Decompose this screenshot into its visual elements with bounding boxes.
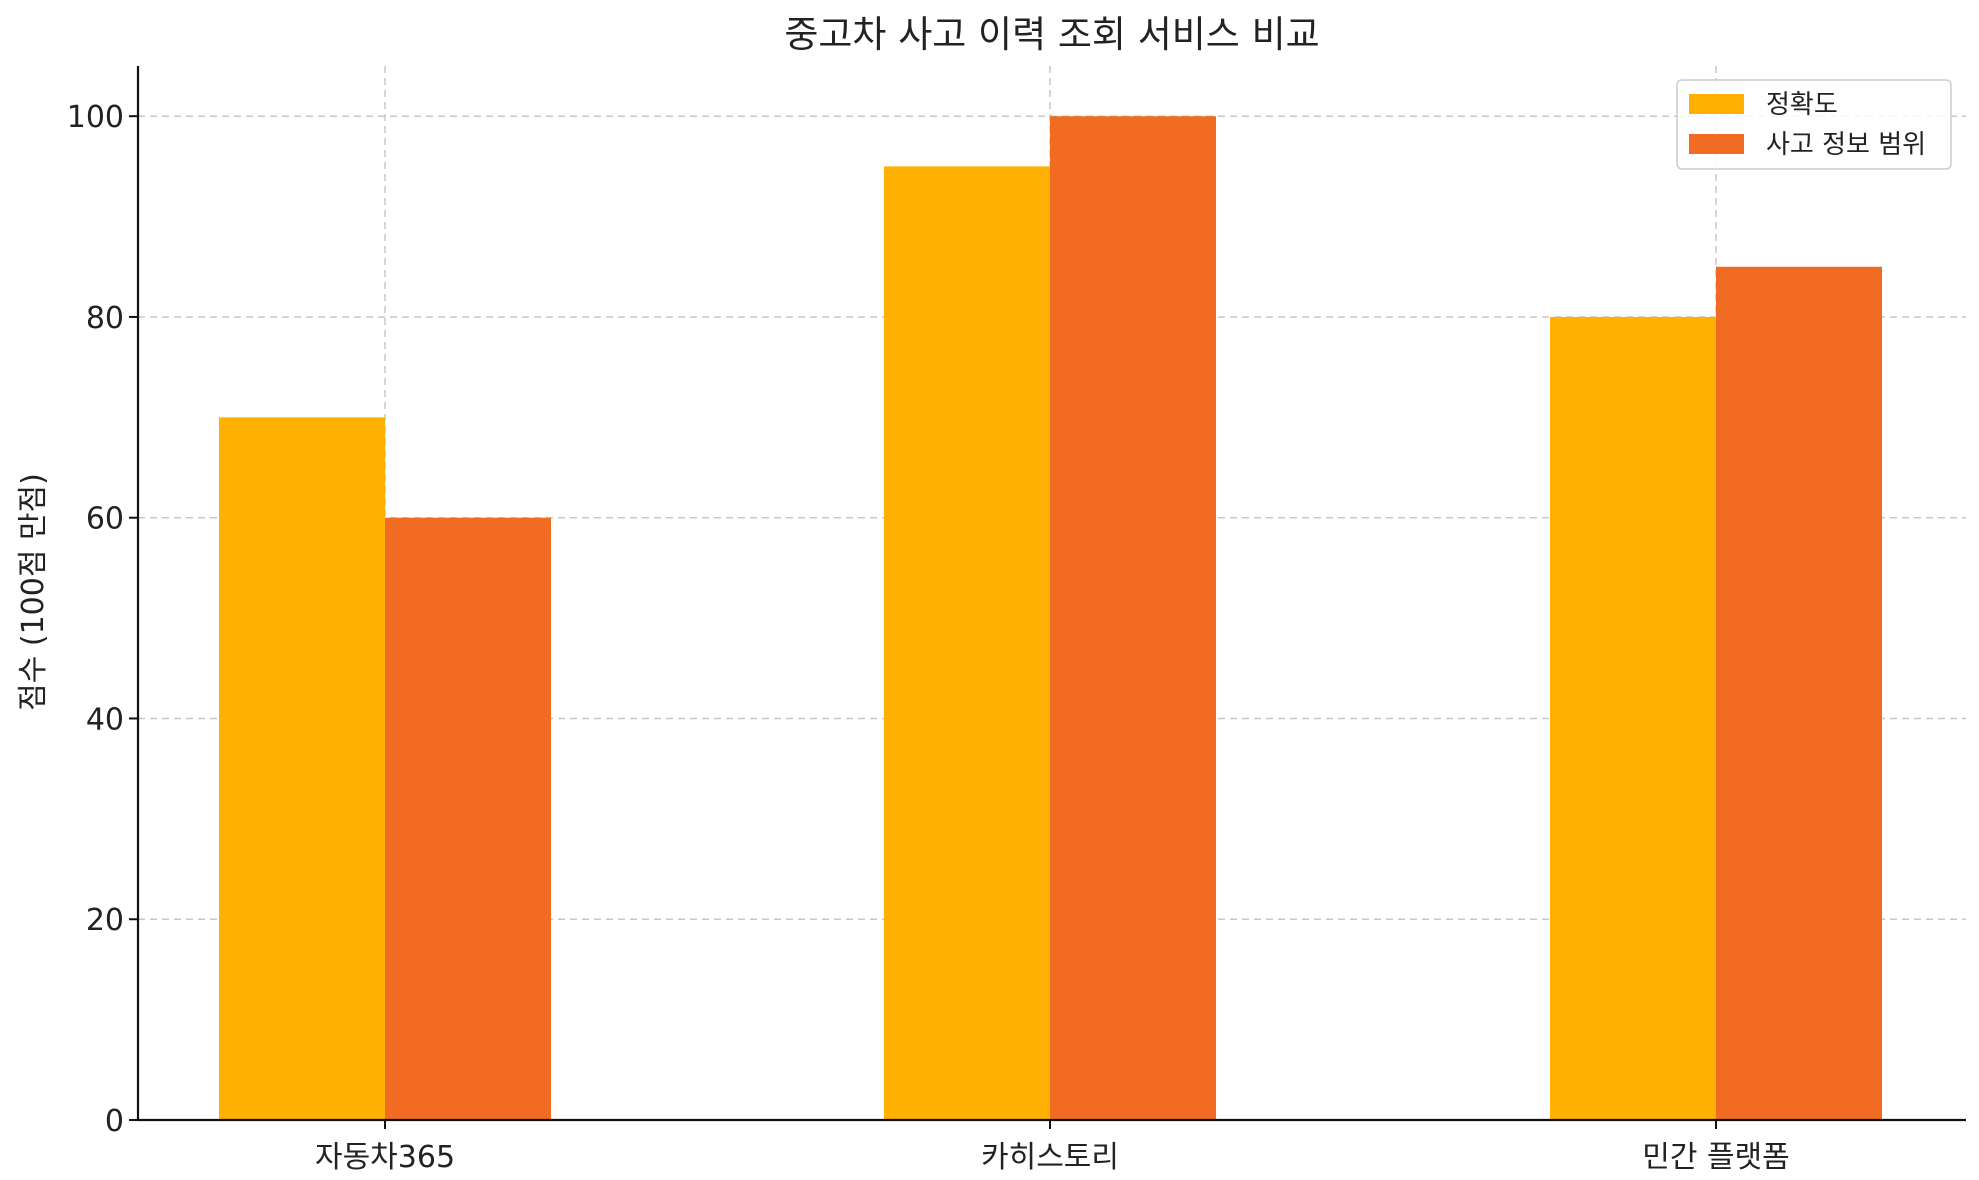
x-tick-label: 카히스토리 [981, 1140, 1119, 1175]
tick-labels: 0 20 40 60 80 100 자동차365 카히스토리 민간 플랫폼 [67, 100, 1790, 1175]
chart-title: 중고차 사고 이력 조회 서비스 비교 [784, 13, 1319, 56]
x-tick-label: 자동차365 [315, 1140, 455, 1175]
x-tick-label: 민간 플랫폼 [1642, 1140, 1790, 1175]
legend-label: 사고 정보 범위 [1766, 130, 1926, 160]
y-tick-label: 80 [86, 301, 124, 336]
bar-accuracy [884, 166, 1050, 1120]
y-axis-label: 점수 (100점 만점) [16, 473, 51, 711]
y-tick-label: 20 [86, 903, 124, 938]
bar-accident-coverage [1050, 116, 1216, 1120]
bar-accident-coverage [1716, 266, 1882, 1120]
legend-label: 정확도 [1766, 90, 1838, 120]
axes [129, 66, 1966, 1129]
bar-accuracy [219, 417, 385, 1120]
y-tick-label: 0 [105, 1104, 124, 1139]
y-tick-label: 40 [86, 702, 124, 737]
bars [219, 116, 1882, 1120]
y-tick-label: 60 [86, 502, 124, 537]
legend-swatch [1689, 94, 1744, 114]
legend-swatch [1689, 134, 1744, 154]
bar-accident-coverage [385, 517, 551, 1120]
legend-box [1676, 79, 1952, 170]
bar-accuracy [1550, 316, 1716, 1120]
y-tick-label: 100 [67, 100, 124, 135]
